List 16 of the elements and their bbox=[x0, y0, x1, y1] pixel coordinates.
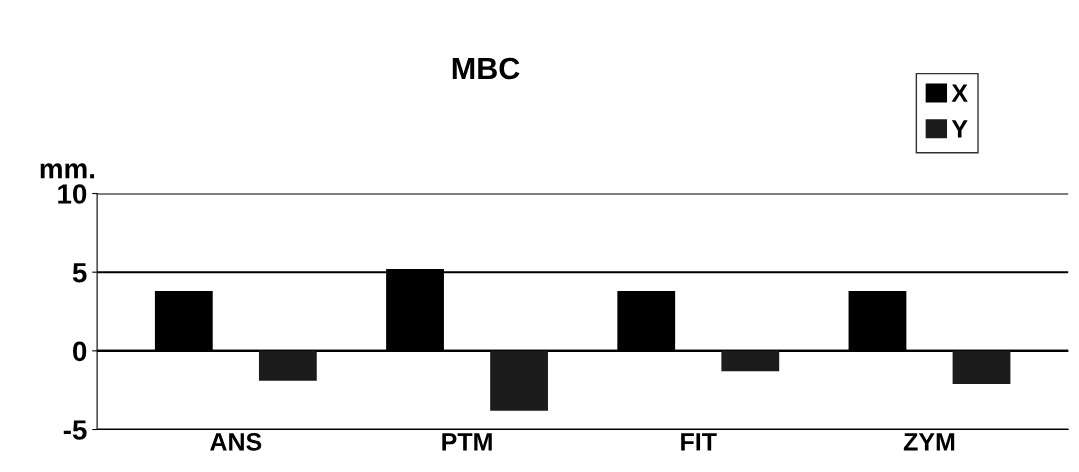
x-tick-label: ANS bbox=[210, 432, 262, 451]
y-axis-title: mm. bbox=[40, 163, 95, 179]
y-tick-label: -5 bbox=[63, 420, 87, 440]
y-tick-label: 10 bbox=[58, 184, 87, 204]
legend-label: Y bbox=[951, 120, 968, 138]
x-tick-label: FIT bbox=[681, 433, 717, 451]
bar bbox=[490, 350, 548, 411]
legend-label: X bbox=[951, 84, 968, 102]
x-tick-label: ZYM bbox=[903, 433, 955, 451]
y-tick-label: 5 bbox=[72, 263, 87, 283]
x-tick-label: PTM bbox=[442, 433, 492, 451]
bar bbox=[721, 350, 780, 372]
chart-title: MBC bbox=[452, 57, 520, 80]
y-tick-label: 0 bbox=[73, 341, 87, 362]
bar bbox=[952, 350, 1011, 384]
bar bbox=[258, 350, 317, 381]
